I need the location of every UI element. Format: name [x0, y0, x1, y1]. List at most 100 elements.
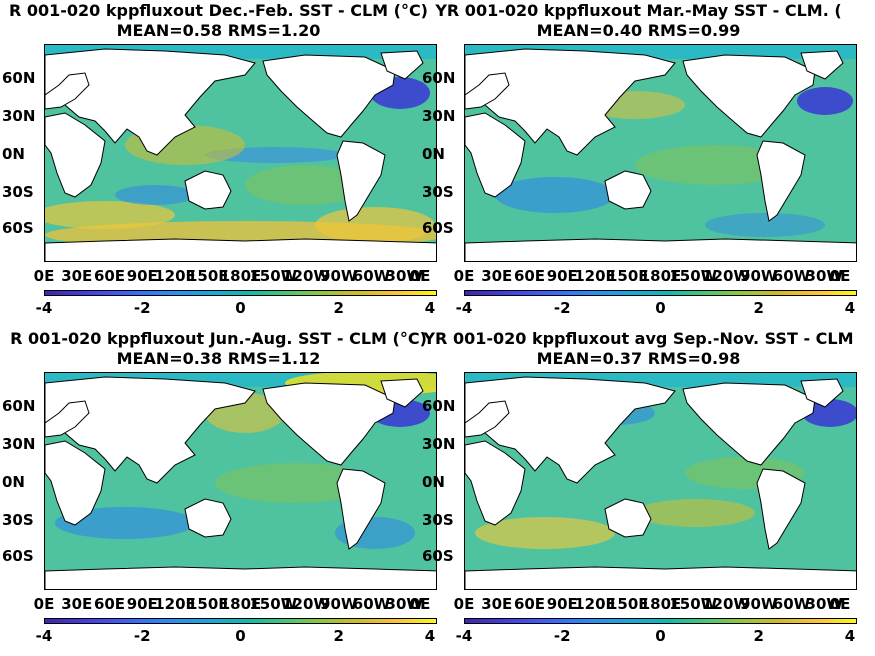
lon-tick-label: 120W: [702, 267, 750, 285]
colorbar-tick-label: 4: [424, 299, 436, 317]
lon-tick-label: 150E: [606, 267, 649, 285]
lon-tick-label: 150W: [249, 595, 298, 613]
colorbar-tick-label: -4: [35, 627, 53, 645]
anomaly-blob: [45, 201, 175, 229]
colorbar-tick-label: 0: [235, 627, 246, 645]
lon-tick-label: 30E: [481, 595, 513, 613]
lon-tick-label: 90E: [126, 595, 158, 613]
lat-tick-label: 30S: [422, 183, 454, 201]
panel-title: R 001-020 kppfluxout Dec.-Feb. SST - CLM…: [8, 1, 428, 20]
anomaly-blob: [495, 177, 615, 213]
lon-tick-label: 30E: [61, 267, 93, 285]
land-europe: [465, 72, 510, 110]
lon-tick-label: 180E: [219, 267, 262, 285]
colorbar-tick-label: 2: [333, 299, 344, 317]
lat-tick-label: 60N: [2, 69, 36, 87]
colorbar: [464, 618, 857, 624]
lon-tick-label: 90E: [126, 267, 158, 285]
lat-tick-label: 30S: [422, 511, 454, 529]
lon-tick-label: 0E: [829, 267, 851, 285]
lon-tick-label: 120E: [154, 595, 196, 613]
land-africa: [45, 440, 106, 526]
anomaly-blob: [635, 499, 755, 527]
colorbar-tick-label: 4: [424, 627, 436, 645]
lat-tick-label: 0N: [2, 473, 25, 491]
lon-tick-label: 0E: [33, 267, 55, 285]
lat-tick-label: 0N: [2, 145, 25, 163]
lon-tick-label: 150E: [606, 595, 649, 613]
panel-title: YR 001-020 kppfluxout Mar.-May SST - CLM…: [435, 1, 842, 20]
lon-tick-label: 60W: [352, 267, 391, 285]
lon-tick-label: 120E: [574, 267, 616, 285]
lat-tick-label: 30S: [2, 511, 34, 529]
lon-tick-label: 30W: [385, 595, 423, 613]
land-australia: [604, 498, 652, 538]
lat-tick-label: 30N: [422, 435, 456, 453]
lon-tick-label: 60E: [93, 267, 126, 285]
colorbar-tick-label: -4: [35, 299, 53, 317]
land-north-america: [262, 54, 396, 138]
lon-tick-label: 60E: [93, 595, 126, 613]
lat-tick-label: 60S: [2, 219, 34, 237]
land-south-america: [756, 468, 806, 550]
land-antarctica: [45, 238, 436, 261]
lon-tick-label: 120W: [702, 595, 750, 613]
land-south-america: [756, 140, 806, 222]
colorbar-tick-label: 2: [753, 299, 764, 317]
land-antarctica: [45, 566, 436, 589]
panel-title: YR 001-020 kppfluxout avg Sep.-Nov. SST …: [423, 329, 854, 348]
lon-tick-label: 150W: [669, 267, 718, 285]
lon-tick-label: 60E: [513, 267, 546, 285]
land-north-america: [262, 382, 396, 466]
lat-tick-label: 0N: [422, 145, 445, 163]
land-australia: [604, 170, 652, 210]
land-eurasia: [465, 376, 676, 484]
lon-tick-label: 0E: [409, 595, 431, 613]
lon-tick-label: 90W: [740, 267, 778, 285]
lat-tick-label: 0N: [422, 473, 445, 491]
lon-tick-label: 30W: [805, 595, 843, 613]
lat-tick-label: 60S: [422, 219, 454, 237]
land-eurasia: [45, 48, 256, 156]
land-greenland: [380, 378, 424, 408]
anomaly-blob: [802, 399, 856, 427]
lon-tick-label: 120E: [574, 595, 616, 613]
land-africa: [465, 440, 526, 526]
land-south-america: [336, 140, 386, 222]
panel-son: YR 001-020 kppfluxout avg Sep.-Nov. SST …: [420, 328, 857, 656]
colorbar-tick-label: -2: [553, 627, 571, 645]
anomaly-blob: [315, 207, 435, 243]
land-north-america: [682, 54, 816, 138]
land-australia: [184, 498, 232, 538]
anomaly-blob: [635, 145, 795, 185]
lon-tick-label: 150W: [249, 267, 298, 285]
lon-tick-label: 60W: [772, 267, 811, 285]
land-antarctica: [465, 238, 856, 261]
sst-map: [464, 44, 857, 262]
land-eurasia: [465, 48, 676, 156]
lon-tick-label: 60W: [772, 595, 811, 613]
anomaly-blob: [55, 507, 195, 539]
land-antarctica: [465, 566, 856, 589]
lat-tick-label: 60N: [2, 397, 36, 415]
lon-tick-label: 150E: [186, 595, 229, 613]
sst-map: [464, 372, 857, 590]
lon-tick-label: 180E: [639, 595, 682, 613]
colorbar-tick-label: 4: [844, 299, 856, 317]
land-europe: [45, 72, 90, 110]
anomaly-blob: [115, 185, 195, 205]
land-south-america: [336, 468, 386, 550]
land-europe: [465, 400, 510, 438]
lon-tick-label: 90W: [320, 267, 358, 285]
lon-tick-label: 0E: [33, 595, 55, 613]
sst-map: [44, 372, 437, 590]
lon-tick-label: 0E: [453, 267, 475, 285]
panel-stats: MEAN=0.38 RMS=1.12: [116, 349, 321, 368]
lon-tick-label: 0E: [409, 267, 431, 285]
colorbar-tick-label: 4: [844, 627, 856, 645]
panel-mam: YR 001-020 kppfluxout Mar.-May SST - CLM…: [420, 0, 857, 328]
land-europe: [45, 400, 90, 438]
sst-map-svg: [465, 373, 856, 589]
anomaly-blob: [245, 165, 365, 205]
lat-tick-label: 60N: [422, 397, 456, 415]
